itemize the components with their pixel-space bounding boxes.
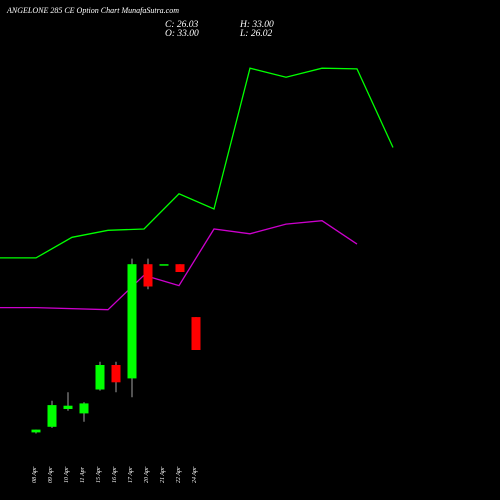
x-tick-label: 20 Apr <box>144 466 150 483</box>
candle-body <box>79 403 89 414</box>
x-tick-label: 10 Apr <box>64 466 70 483</box>
x-axis-labels: 08 Apr 09 Apr 10 Apr 11 Apr 15 Apr 16 Apr 17 A… <box>32 466 198 483</box>
lower-band-line <box>0 220 358 311</box>
x-tick-label: 22 Apr <box>176 466 182 483</box>
high-value: H: 33.00 <box>240 20 274 30</box>
candle-body <box>95 365 105 390</box>
candle-body <box>191 317 201 350</box>
candle-body <box>63 405 73 409</box>
x-tick-label: 11 Apr <box>80 466 86 483</box>
x-tick-label: 16 Apr <box>112 466 118 483</box>
candle-body <box>175 264 185 272</box>
candlesticks <box>31 258 201 434</box>
open-value: O: 33.00 <box>165 29 199 39</box>
x-tick-label: 08 Apr <box>32 466 38 483</box>
x-tick-label: 15 Apr <box>96 466 102 483</box>
low-value: L: 26.02 <box>240 29 273 39</box>
candle-body <box>143 264 153 287</box>
x-tick-label: 17 Apr <box>128 466 134 483</box>
x-tick-label: 21 Apr <box>160 466 166 483</box>
candle-body <box>111 365 121 383</box>
upper-band-line <box>0 67 394 259</box>
chart-title: ANGELONE 285 CE Option Chart MunafaSutra… <box>7 6 180 15</box>
candle-body <box>127 264 137 379</box>
close-value: C: 26.03 <box>165 20 199 30</box>
x-tick-label: 24 Apr <box>191 466 198 483</box>
x-tick-label: 09 Apr <box>48 466 54 483</box>
candle-body <box>159 264 169 266</box>
candle-body <box>47 405 57 427</box>
candle-body <box>31 429 41 433</box>
indicator-bands <box>0 67 394 311</box>
